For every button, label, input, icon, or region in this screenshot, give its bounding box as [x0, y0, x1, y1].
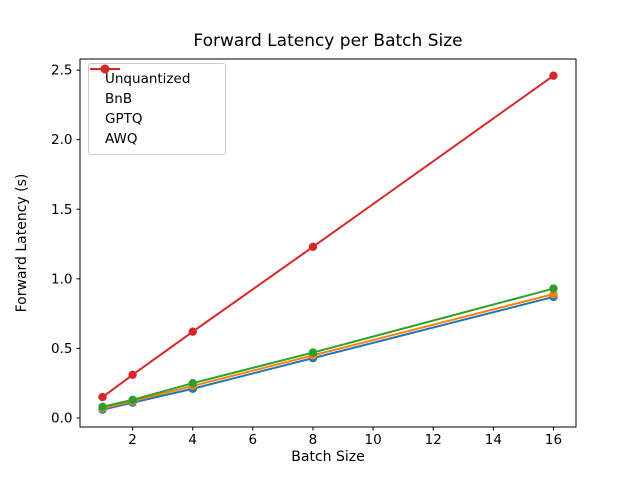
x-tick-label: 6: [249, 432, 258, 448]
data-point-awq: [188, 327, 197, 336]
y-tick-label: 2.0: [51, 132, 72, 148]
x-tick-label: 10: [364, 432, 381, 448]
data-point-gptq: [549, 284, 558, 293]
legend-item-bnb: BnB: [90, 64, 217, 108]
data-point-gptq: [128, 395, 137, 405]
legend-item-awq: AWQ: [90, 64, 217, 148]
y-tick-label: 0.0: [51, 410, 72, 426]
data-point-awq: [98, 392, 107, 402]
y-tick-label: 2.5: [51, 63, 72, 79]
legend-label: BnB: [105, 91, 133, 107]
x-tick-label: 2: [128, 432, 137, 448]
legend-label: AWQ: [105, 131, 138, 147]
x-tick-label: 12: [425, 432, 442, 448]
legend-label: GPTQ: [105, 111, 143, 127]
x-tick-label: 16: [545, 432, 562, 448]
axes-frame: [79, 58, 577, 428]
series-line-bnb: [102, 293, 554, 410]
data-point-gptq: [98, 402, 107, 412]
y-axis-label: Forward Latency (s): [14, 173, 30, 313]
y-tick-label: 1.0: [51, 271, 72, 287]
data-point-awq: [128, 370, 137, 380]
x-axis-label: Batch Size: [291, 449, 365, 465]
legend: Unquantized BnB GPTQ AWQ: [88, 63, 226, 155]
data-point-gptq: [308, 348, 318, 357]
data-point-gptq: [188, 378, 197, 388]
y-tick-label: 0.5: [51, 341, 72, 357]
legend-label: Unquantized: [105, 71, 191, 87]
x-tick-label: 14: [485, 432, 502, 448]
chart-title: Forward Latency per Batch Size: [193, 31, 463, 51]
x-tick-label: 4: [188, 432, 197, 448]
data-point-awq: [549, 71, 558, 80]
legend-line-marker-icon: [90, 64, 120, 74]
y-tick-label: 1.5: [51, 202, 72, 218]
legend-item-gptq: GPTQ: [90, 64, 217, 128]
data-point-awq: [308, 242, 318, 252]
x-tick-label: 8: [309, 432, 318, 448]
